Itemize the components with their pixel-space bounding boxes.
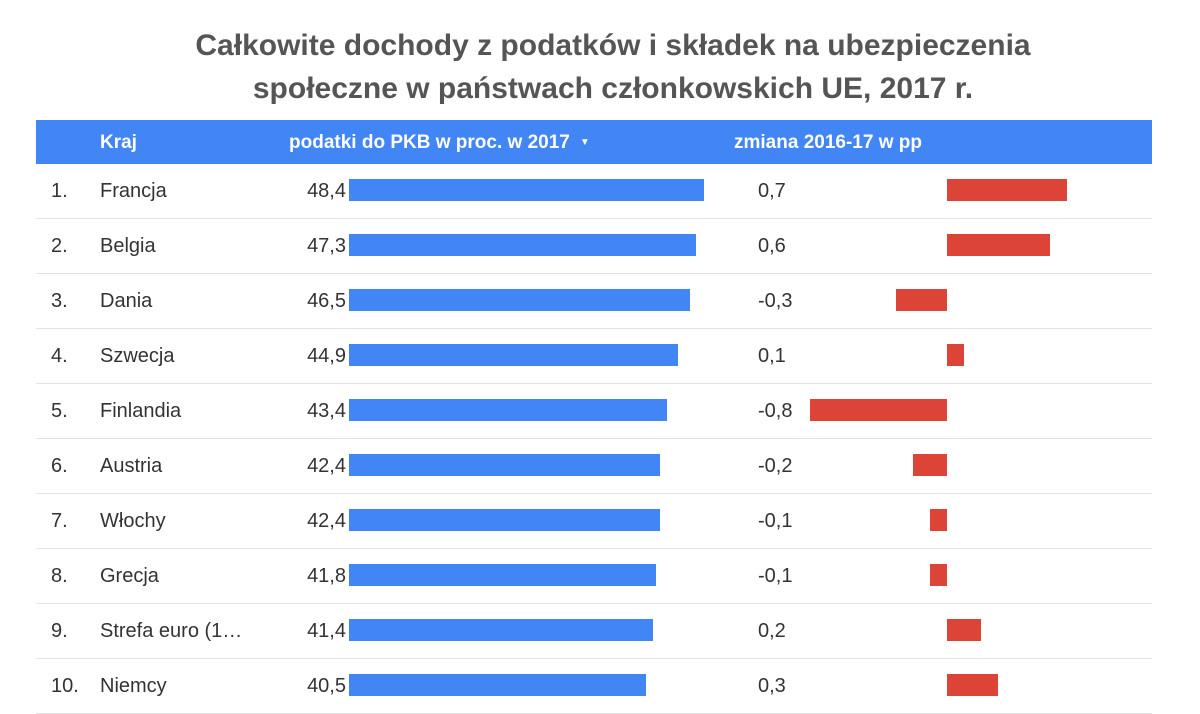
header-country[interactable]: Kraj	[100, 132, 137, 153]
row-rank: 3.	[51, 290, 68, 312]
table-row: 4. Szwecja 44,9 0,1	[36, 329, 1152, 384]
row-change-value: 0,3	[758, 675, 786, 697]
tax-bar	[349, 234, 696, 256]
table-body: 1. Francja 48,4 0,7 2. Belgia 47,3 0,6 3. Dania 46…	[36, 164, 1152, 714]
row-rank: 6.	[51, 455, 68, 477]
row-change-value: 0,6	[758, 235, 786, 257]
row-tax-value: 42,4	[307, 455, 346, 477]
row-change-value: -0,1	[758, 510, 793, 532]
tax-bar	[349, 564, 656, 586]
row-tax-value: 47,3	[307, 235, 346, 257]
row-change-value: 0,1	[758, 345, 786, 367]
row-tax-value: 44,9	[307, 345, 346, 367]
row-change-value: -0,3	[758, 290, 793, 312]
row-change-value: 0,2	[758, 620, 786, 642]
header-change[interactable]: zmiana 2016-17 w pp	[734, 132, 922, 153]
row-country: Niemcy	[100, 675, 167, 697]
row-change-value: -0,2	[758, 455, 793, 477]
row-change-value: -0,1	[758, 565, 793, 587]
row-tax-value: 41,8	[307, 565, 346, 587]
row-tax-value: 41,4	[307, 620, 346, 642]
table-row: 5. Finlandia 43,4 -0,8	[36, 384, 1152, 439]
header-tax-label: podatki do PKB w proc. w 2017	[289, 132, 570, 153]
row-rank: 7.	[51, 510, 68, 532]
tax-bar	[349, 179, 704, 201]
row-country: Grecja	[100, 565, 159, 587]
table-row: 6. Austria 42,4 -0,2	[36, 439, 1152, 494]
chart-title-line-2: społeczne w państwach członkowskich UE, …	[252, 72, 974, 105]
row-country: Belgia	[100, 235, 156, 257]
table-row: 9. Strefa euro (1… 41,4 0,2	[36, 604, 1152, 659]
chart-title-line-1: Całkowite dochody z podatków i składek n…	[195, 29, 1031, 62]
row-rank: 4.	[51, 345, 68, 367]
row-rank: 10.	[51, 675, 79, 697]
row-country: Strefa euro (1…	[100, 620, 243, 642]
change-bar	[947, 674, 999, 696]
row-tax-value: 42,4	[307, 510, 346, 532]
change-bar	[929, 564, 947, 586]
table-row: 1. Francja 48,4 0,7	[36, 164, 1152, 219]
table-row: 3. Dania 46,5 -0,3	[36, 274, 1152, 329]
table-header: Kraj podatki do PKB w proc. w 2017 ▼ zmia…	[36, 120, 1152, 164]
row-change-value: -0,8	[758, 400, 793, 422]
change-bar	[895, 289, 947, 311]
row-rank: 9.	[51, 620, 68, 642]
row-country: Włochy	[100, 510, 166, 532]
tax-bar	[349, 289, 691, 311]
table-row: 7. Włochy 42,4 -0,1	[36, 494, 1152, 549]
change-bar	[947, 344, 965, 366]
change-bar	[929, 509, 947, 531]
table-row: 8. Grecja 41,8 -0,1	[36, 549, 1152, 604]
row-rank: 1.	[51, 180, 68, 202]
tax-bar	[349, 509, 660, 531]
row-rank: 8.	[51, 565, 68, 587]
row-country: Austria	[100, 455, 163, 477]
row-tax-value: 43,4	[307, 400, 346, 422]
tax-bar	[349, 619, 653, 641]
header-tax-sort-button[interactable]: podatki do PKB w proc. w 2017 ▼	[289, 132, 590, 154]
table-row: 10. Niemcy 40,5 0,3	[36, 659, 1152, 714]
row-change-value: 0,7	[758, 180, 786, 202]
tax-bar	[349, 454, 660, 476]
row-country: Dania	[100, 290, 153, 312]
row-country: Finlandia	[100, 400, 182, 422]
row-tax-value: 40,5	[307, 675, 346, 697]
tax-bar	[349, 674, 647, 696]
row-rank: 5.	[51, 400, 68, 422]
change-bar	[947, 179, 1067, 201]
change-bar	[912, 454, 948, 476]
row-country: Francja	[100, 180, 167, 202]
change-bar	[810, 399, 947, 421]
sort-descending-icon: ▼	[579, 137, 590, 149]
row-tax-value: 48,4	[307, 180, 346, 202]
change-bar	[947, 619, 982, 641]
chart-title: Całkowite dochody z podatków i składek n…	[0, 24, 1200, 110]
tax-bar	[349, 344, 679, 366]
change-bar	[947, 234, 1050, 256]
row-tax-value: 46,5	[307, 290, 346, 312]
tax-bar	[349, 399, 668, 421]
table-row: 2. Belgia 47,3 0,6	[36, 219, 1152, 274]
row-country: Szwecja	[100, 345, 175, 367]
row-rank: 2.	[51, 235, 68, 257]
